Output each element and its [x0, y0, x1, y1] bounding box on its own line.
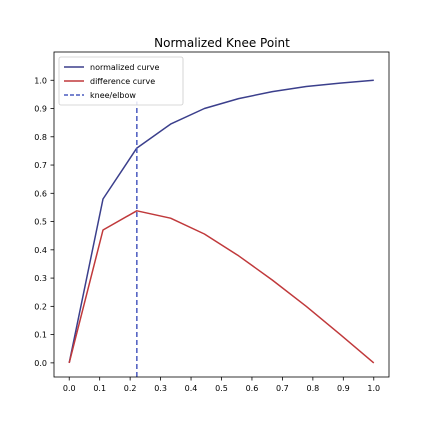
- legend-label: knee/elbow: [90, 91, 136, 100]
- series-line-difference-curve: [68, 210, 375, 364]
- x-tick-label: 1.0: [367, 384, 380, 393]
- axes-layer: 0.0 0.1 0.2 0.3 0.4 0.5 0.6 0.7 0.8 0.9 1.0 0.0 0.1 0…: [34, 51, 390, 393]
- x-tick-label: 0.1: [93, 384, 106, 393]
- x-tick-label: 0.5: [215, 384, 228, 393]
- x-tick-label: 0.7: [276, 384, 289, 393]
- y-tick-label: 0.8: [34, 133, 47, 142]
- legend: normalized curve difference curve knee/elb…: [58, 56, 184, 106]
- x-tick-label: 0.6: [246, 384, 259, 393]
- y-tick-label: 1.0: [34, 76, 47, 85]
- x-tick-label: 0.3: [154, 384, 167, 393]
- y-tick-label: 0.2: [34, 302, 47, 311]
- y-tick-label: 0.5: [34, 218, 47, 227]
- y-tick-label: 0.7: [34, 161, 47, 170]
- x-tick-label: 0.2: [124, 384, 137, 393]
- y-tick-label: 0.0: [34, 359, 47, 368]
- x-tick-label: 0.4: [185, 384, 198, 393]
- chart-title: Normalized Knee Point: [154, 36, 290, 50]
- y-tick-label: 0.1: [34, 331, 47, 340]
- x-tick-label: 0.0: [63, 384, 76, 393]
- series-layer: [68, 79, 375, 377]
- series-line-normalized-curve: [68, 79, 374, 364]
- x-tick-label: 0.9: [337, 384, 350, 393]
- legend-label: normalized curve: [90, 63, 159, 72]
- x-tick-label: 0.8: [306, 384, 319, 393]
- y-tick-label: 0.9: [34, 105, 47, 114]
- y-tick-label: 0.3: [34, 274, 47, 283]
- y-tick-label: 0.6: [34, 189, 47, 198]
- legend-box: [58, 56, 184, 106]
- y-tick-label: 0.4: [34, 246, 47, 255]
- legend-label: difference curve: [90, 77, 155, 86]
